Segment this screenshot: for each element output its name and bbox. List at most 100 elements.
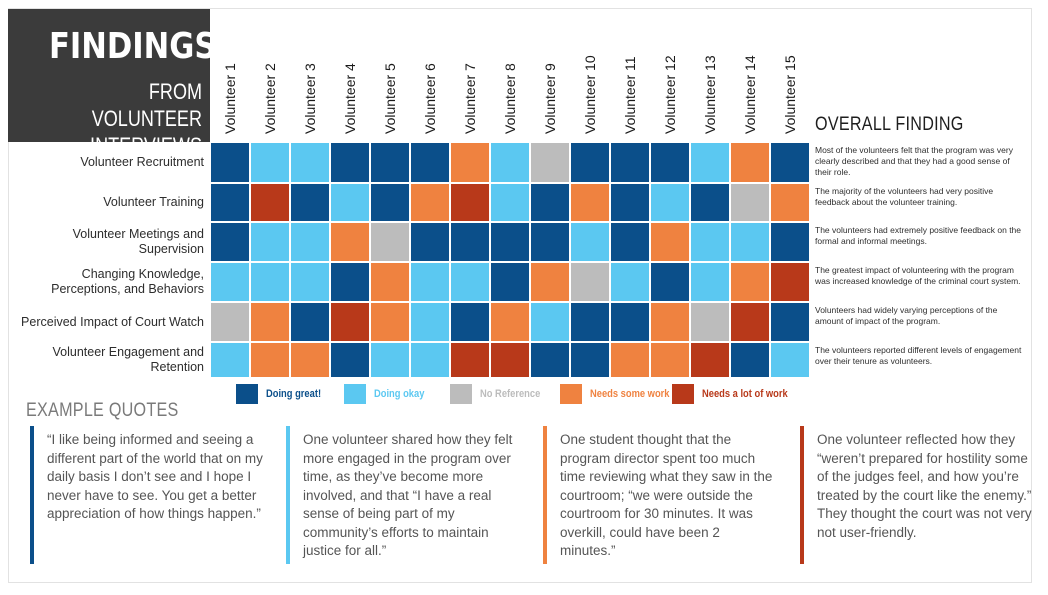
- heatmap-cell: [490, 262, 530, 302]
- heatmap-cell: [450, 222, 490, 262]
- quote-block: One volunteer reflected how they “weren’…: [800, 426, 1032, 564]
- heatmap-cell: [370, 342, 410, 378]
- heatmap-cell: [730, 262, 770, 302]
- heatmap-cell: [530, 142, 570, 183]
- heatmap-cell: [690, 262, 730, 302]
- heatmap-cell: [530, 302, 570, 342]
- quote-text: One volunteer shared how they felt more …: [303, 432, 513, 558]
- legend-label: Doing okay: [374, 388, 425, 400]
- heatmap-cell: [330, 183, 370, 222]
- heatmap-cell: [530, 262, 570, 302]
- row-label: Volunteer Training: [10, 183, 204, 222]
- legend-label: No Reference: [480, 388, 541, 400]
- heatmap-cell: [570, 222, 610, 262]
- heatmap-cell: [650, 183, 690, 222]
- heatmap-cell: [330, 142, 370, 183]
- heatmap-cell: [610, 342, 650, 378]
- heatmap-cell: [210, 342, 250, 378]
- quote-block: One student thought that the program dir…: [543, 426, 772, 564]
- heatmap-cell: [690, 142, 730, 183]
- row-label-line: Supervision: [138, 242, 204, 256]
- heatmap-cell: [450, 302, 490, 342]
- heatmap-cell: [410, 183, 450, 222]
- quote-text: One volunteer reflected how they “weren’…: [817, 432, 1032, 540]
- row-label-line: Changing Knowledge,: [81, 267, 204, 281]
- heatmap-cell: [770, 183, 810, 222]
- heatmap-cell: [610, 222, 650, 262]
- column-header: Volunteer 15: [782, 55, 798, 134]
- overall-finding-text: Most of the volunteers felt that the pro…: [815, 145, 1013, 177]
- heatmap-cell: [410, 342, 450, 378]
- heatmap-cell: [410, 302, 450, 342]
- heatmap-cell: [610, 183, 650, 222]
- heatmap-cell: [650, 342, 690, 378]
- quote-accent-bar: [543, 426, 547, 564]
- heatmap-cell: [410, 262, 450, 302]
- title-subtitle-line-2: INTERVIEWS: [90, 133, 202, 158]
- column-header: Volunteer 9: [542, 63, 558, 134]
- heatmap-cell: [330, 302, 370, 342]
- example-quotes-heading: EXAMPLE QUOTES: [26, 400, 179, 421]
- heatmap-cell: [730, 183, 770, 222]
- quote-accent-bar: [800, 426, 804, 564]
- title-box: [8, 9, 210, 142]
- heatmap-cell: [610, 302, 650, 342]
- heatmap-cell: [650, 142, 690, 183]
- heatmap-cell: [690, 222, 730, 262]
- heatmap-cell: [650, 302, 690, 342]
- column-header: Volunteer 8: [502, 63, 518, 134]
- legend-swatch: [236, 384, 258, 404]
- heatmap-cell: [370, 142, 410, 183]
- heatmap-cell: [250, 342, 290, 378]
- heatmap-cell: [210, 183, 250, 222]
- heatmap-cell: [370, 302, 410, 342]
- column-header: Volunteer 3: [302, 63, 318, 134]
- overall-finding-text: Volunteers had widely varying perception…: [815, 305, 998, 326]
- heatmap-cell: [250, 302, 290, 342]
- legend-swatch: [560, 384, 582, 404]
- heatmap-cell: [570, 142, 610, 183]
- heatmap-cell: [730, 302, 770, 342]
- heatmap-cell: [210, 222, 250, 262]
- legend-label: Needs some work: [590, 388, 670, 400]
- heatmap-cell: [410, 142, 450, 183]
- heatmap-cell: [690, 183, 730, 222]
- row-label: Volunteer Meetings and Supervision: [10, 222, 204, 262]
- column-header: Volunteer 13: [702, 55, 718, 134]
- heatmap-cell: [530, 342, 570, 378]
- heatmap-cell: [290, 342, 330, 378]
- heatmap-cell: [370, 183, 410, 222]
- heatmap-grid: [210, 142, 810, 378]
- heatmap-cell: [730, 342, 770, 378]
- heatmap-cell: [490, 142, 530, 183]
- heatmap-cell: [650, 222, 690, 262]
- quote-accent-bar: [30, 426, 34, 564]
- row-label: Perceived Impact of Court Watch: [10, 302, 204, 342]
- row-label-line: Volunteer Recruitment: [80, 155, 204, 169]
- heatmap-cell: [250, 142, 290, 183]
- overall-finding-text: The volunteers had extremely positive fe…: [815, 225, 1022, 246]
- row-label-line: Volunteer Engagement and: [52, 345, 204, 359]
- heatmap-cell: [410, 222, 450, 262]
- heatmap-cell: [450, 342, 490, 378]
- heatmap-cell: [570, 262, 610, 302]
- column-header: Volunteer 10: [582, 55, 598, 134]
- title-subtitle-line-1: FROM VOLUNTEER: [91, 79, 202, 131]
- heatmap-cell: [770, 342, 810, 378]
- heatmap-cell: [290, 183, 330, 222]
- heatmap-cell: [290, 262, 330, 302]
- heatmap-cell: [290, 302, 330, 342]
- heatmap-cell: [450, 183, 490, 222]
- heatmap-cell: [210, 262, 250, 302]
- legend-swatch: [672, 384, 694, 404]
- heatmap-cell: [450, 262, 490, 302]
- column-header: Volunteer 6: [422, 63, 438, 134]
- heatmap-cell: [610, 142, 650, 183]
- row-label: Volunteer Engagement and Retention: [10, 342, 204, 378]
- heatmap-cell: [330, 222, 370, 262]
- heatmap-cell: [490, 183, 530, 222]
- infographic-frame: [8, 8, 1032, 583]
- heatmap-cell: [370, 262, 410, 302]
- quote-text: “I like being informed and seeing a diff…: [47, 432, 263, 521]
- title-main: FINDINGS: [49, 26, 217, 67]
